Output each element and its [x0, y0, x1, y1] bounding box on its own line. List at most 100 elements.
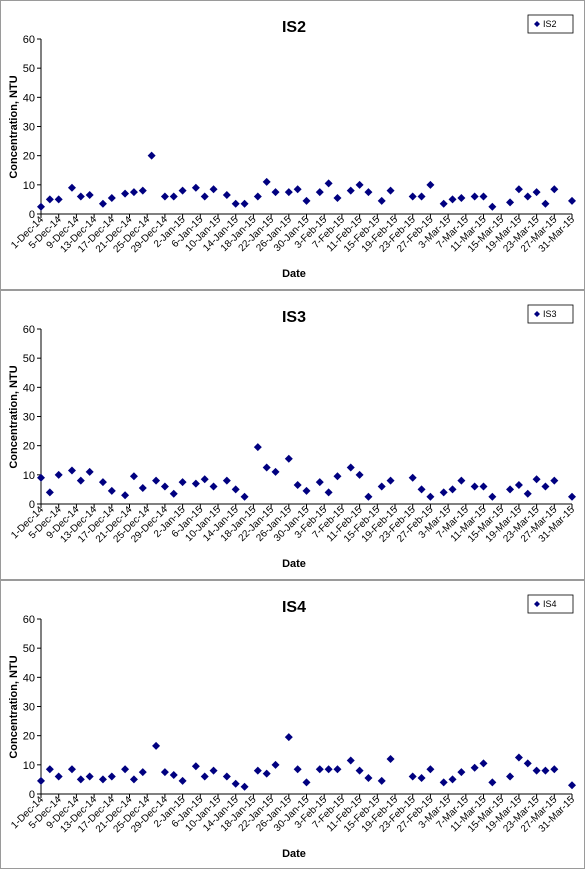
data-point [315, 188, 324, 197]
series-is2 [37, 151, 576, 211]
data-point [439, 488, 448, 497]
data-point [160, 768, 169, 777]
data-point [506, 485, 515, 494]
y-tick-label: 50 [23, 353, 35, 365]
legend-box [527, 304, 574, 324]
chart-title: IS2 [282, 19, 306, 36]
data-point [355, 180, 364, 189]
data-point [386, 476, 395, 485]
legend-marker [534, 21, 540, 27]
data-point [364, 492, 373, 501]
y-tick-label: 30 [23, 122, 35, 134]
data-point [85, 772, 94, 781]
y-tick-label: 60 [23, 614, 35, 626]
data-point [448, 775, 457, 784]
data-point [541, 482, 550, 491]
data-point [253, 192, 262, 201]
data-point [262, 177, 271, 186]
data-point [532, 188, 541, 197]
data-point [271, 188, 280, 197]
data-point [129, 188, 138, 197]
data-point [138, 768, 147, 777]
chart-panel-is2: IS2 0 10 20 30 40 50 60 1-Dec-14 5-Dec-14 9-Dec-14… [0, 0, 585, 290]
data-point [346, 186, 355, 195]
data-point [209, 766, 218, 775]
data-point [45, 765, 54, 774]
data-point [121, 765, 130, 774]
data-point [457, 476, 466, 485]
data-point [426, 180, 435, 189]
data-point [76, 775, 85, 784]
data-point [302, 778, 311, 787]
y-axis-label: Concentration, NTU [8, 655, 20, 758]
data-point [346, 463, 355, 472]
y-tick-label: 50 [23, 643, 35, 655]
data-point [209, 185, 218, 194]
series-is3 [37, 443, 576, 501]
y-tick-label: 30 [23, 702, 35, 714]
data-point [514, 753, 523, 762]
data-point [231, 485, 240, 494]
y-tick-label: 0 [29, 499, 35, 511]
chart-is3: IS301020304050601-Dec-145-Dec-149-Dec-14… [8, 304, 577, 570]
data-point [514, 185, 523, 194]
y-tick-label: 30 [23, 412, 35, 424]
data-point [417, 773, 426, 782]
data-point [284, 733, 293, 742]
data-point [324, 765, 333, 774]
data-point [523, 489, 532, 498]
y-tick-label: 60 [23, 324, 35, 336]
data-point [169, 771, 178, 780]
data-point [488, 778, 497, 787]
data-point [76, 476, 85, 485]
data-point [523, 192, 532, 201]
data-point [377, 776, 386, 785]
data-point [568, 196, 576, 205]
data-point [355, 470, 364, 479]
data-point [98, 199, 107, 208]
data-point [67, 765, 76, 774]
data-point [200, 772, 209, 781]
data-point [129, 472, 138, 481]
data-point [284, 454, 293, 463]
data-point [550, 185, 559, 194]
y-axis-label: Concentration, NTU [8, 75, 20, 178]
y-tick-label: 10 [23, 760, 35, 772]
data-point [231, 779, 240, 788]
y-axis-label: Concentration, NTU [8, 365, 20, 468]
data-point [355, 766, 364, 775]
data-point [377, 482, 386, 491]
data-point [178, 186, 187, 195]
data-point [85, 467, 94, 476]
data-point [541, 766, 550, 775]
data-point [107, 486, 116, 495]
data-point [67, 466, 76, 475]
data-point [470, 192, 479, 201]
y-tick-label: 0 [29, 209, 35, 221]
y-tick-label: 0 [29, 789, 35, 801]
data-point [240, 782, 249, 791]
data-point [160, 192, 169, 201]
x-axis-label: Date [282, 848, 306, 860]
data-point [121, 491, 130, 500]
y-tick-label: 40 [23, 382, 35, 394]
data-point [457, 193, 466, 202]
data-point [315, 765, 324, 774]
data-point [333, 193, 342, 202]
chart-is4: IS401020304050601-Dec-145-Dec-149-Dec-14… [8, 594, 577, 860]
legend-marker [534, 311, 540, 317]
data-point [417, 192, 426, 201]
legend-label: IS4 [543, 599, 557, 609]
data-point [457, 768, 466, 777]
data-point [448, 485, 457, 494]
data-point [377, 196, 386, 205]
data-point [37, 473, 45, 482]
data-point [262, 463, 271, 472]
x-axis-label: Date [282, 268, 306, 280]
chart-panel-is3: IS3 0 10 20 30 40 50 60 1-Dec-14 5-Dec-14 9-Dec-14… [0, 290, 585, 580]
data-point [138, 186, 147, 195]
data-point [178, 776, 187, 785]
legend-box [527, 14, 574, 34]
data-point [523, 759, 532, 768]
